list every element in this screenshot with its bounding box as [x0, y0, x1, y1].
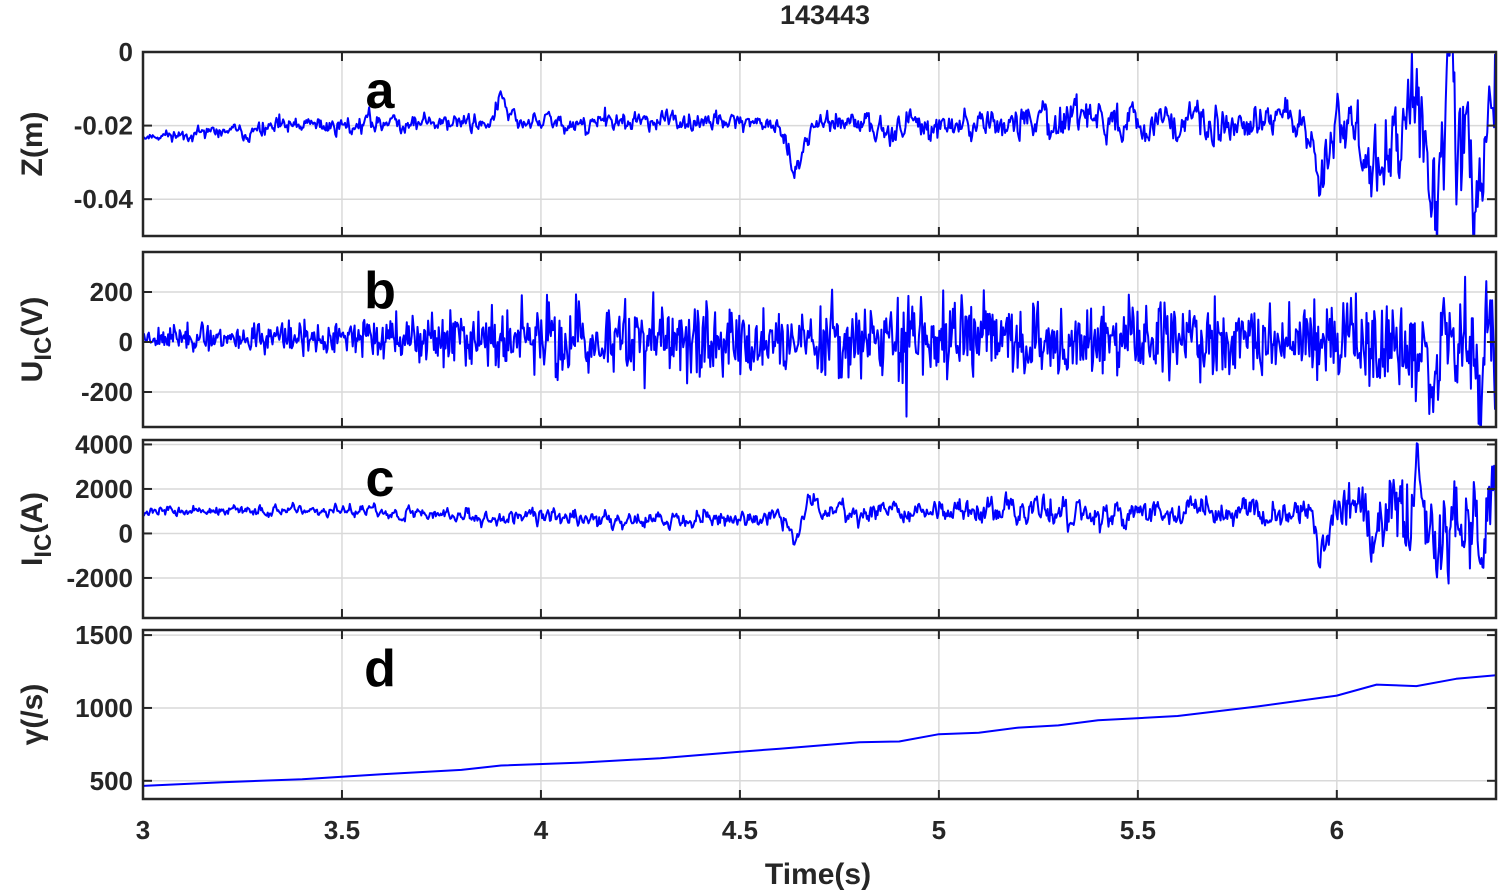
x-tick-label: 4	[534, 815, 549, 845]
y-axis-label-a: Z(m)	[16, 112, 49, 177]
x-tick-label: 5.5	[1120, 815, 1156, 845]
y-axis-label-c: IIC(A)	[16, 492, 57, 566]
y-tick-label: 1500	[75, 620, 133, 650]
y-tick-label: 500	[90, 766, 133, 796]
y-axis-label-d: γ(/s)	[16, 684, 49, 746]
y-tick-label: 2000	[75, 474, 133, 504]
panel-letter-d: d	[364, 640, 396, 698]
panel-b: 200 0 -200 b UIC(V)	[16, 250, 1498, 429]
panel-d: 1500 1000 500 d γ(/s)	[16, 620, 1498, 801]
x-tick-label: 3.5	[324, 815, 360, 845]
y-axis-label-b: UIC(V)	[16, 297, 57, 383]
x-tick-label: 6	[1330, 815, 1344, 845]
y-tick-label: -0.04	[74, 184, 134, 214]
plot-frame	[141, 50, 1498, 238]
series-line-a-0	[143, 52, 1496, 236]
y-tick-label: 200	[90, 277, 133, 307]
panel-letter-c: c	[366, 450, 395, 508]
panel-a: 0 -0.02 -0.04 a Z(m)	[16, 37, 1498, 238]
x-tick-label: 4.5	[722, 815, 758, 845]
y-tick-label: -2000	[67, 563, 134, 593]
panels: 0-0.02-0.04aZ(m)2000-200bUIC(V)400020000…	[16, 37, 1498, 801]
chart-title: 143443	[780, 0, 870, 30]
y-tick-label: -0.02	[74, 111, 133, 141]
panel-letter-a: a	[366, 62, 396, 120]
x-tick-labels: 3 3.5 4 4.5 5 5.5 6	[136, 815, 1344, 845]
panel-letter-b: b	[364, 262, 396, 320]
x-tick-label: 5	[932, 815, 946, 845]
y-tick-label: 1000	[75, 693, 133, 723]
panel-c: 4000 2000 0 -2000 c IIC(A)	[16, 429, 1498, 620]
y-tick-label: 4000	[75, 429, 133, 459]
plot-frame	[141, 438, 1498, 620]
y-tick-label: -200	[81, 377, 133, 407]
y-tick-label: 0	[119, 37, 133, 67]
x-axis-label: Time(s)	[765, 858, 871, 891]
y-tick-label: 0	[119, 327, 133, 357]
series-line-c-0	[143, 442, 1496, 585]
plot-frame	[141, 628, 1498, 801]
y-tick-label: 0	[119, 518, 133, 548]
series-line-b-0	[143, 275, 1496, 427]
x-tick-label: 3	[136, 815, 150, 845]
series-line-d-0	[143, 674, 1496, 787]
plot-frame	[141, 250, 1498, 429]
